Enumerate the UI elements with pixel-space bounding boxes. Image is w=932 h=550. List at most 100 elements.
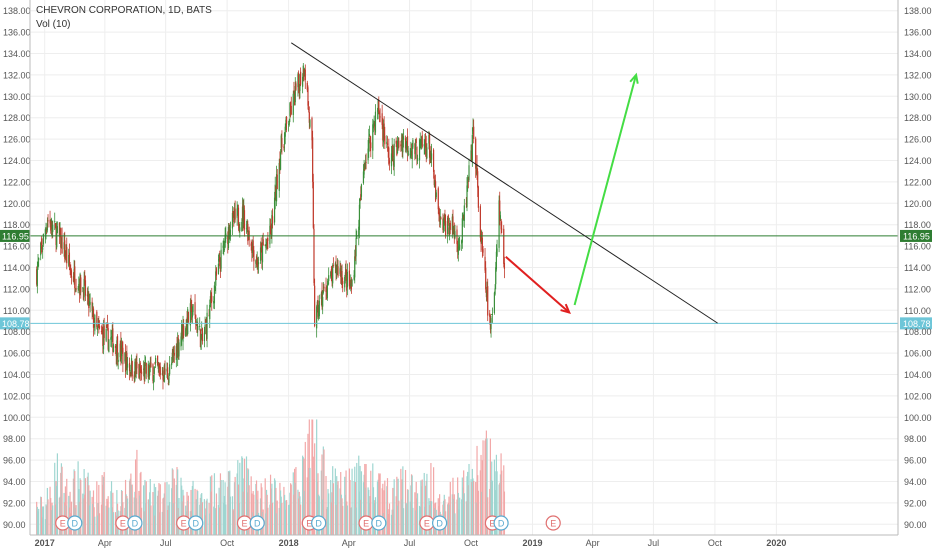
candle-body [201,328,203,342]
candle-body [69,268,71,271]
dividend-marker[interactable] [493,515,509,531]
volume-bar [463,470,465,535]
price-level-label-left: 108.78 [2,319,30,329]
candle-body [397,141,399,143]
candle-body [60,237,63,248]
dividend-marker[interactable] [249,515,265,531]
candle-body [98,321,100,328]
candle-body [395,140,397,144]
candle-body [232,211,234,213]
candle-body [453,228,455,239]
y-tick-label-left: 104.00 [3,370,31,380]
candle-body [494,288,496,295]
candle-body [289,103,291,117]
candle-body [139,362,141,374]
candle-body [316,301,318,308]
candle-body [353,274,355,280]
candle-body [438,212,440,216]
candle-body [350,283,352,287]
dividend-marker[interactable] [432,515,448,531]
event-marker-label: D [376,519,383,529]
candle-body [295,83,297,90]
dividend-marker[interactable] [311,515,327,531]
y-tick-label-right: 100.00 [904,413,932,423]
candle-body [218,259,220,261]
candle-body [302,76,304,87]
candle-body [330,269,332,276]
candle-body [406,137,408,147]
candle-body [429,157,431,161]
volume-bar [80,479,82,535]
candle-body [312,182,314,228]
candle-body [82,291,85,300]
candle-body [273,197,276,223]
volume-bar [211,475,213,535]
y-tick-label-left: 110.00 [3,306,30,316]
volume-bar [200,494,202,535]
volume-bar [477,490,479,535]
dividend-marker[interactable] [371,515,387,531]
y-tick-label-right: 92.00 [904,498,927,508]
candle-body [322,296,324,307]
volume-bar [138,495,141,535]
volume-bar [300,504,302,535]
candle-body [68,252,71,266]
volume-bar [314,443,316,535]
volume-bar [47,499,49,535]
volume-bar [223,502,225,535]
volume-bar [228,471,230,535]
volume-bar [169,502,171,535]
y-tick-label-left: 114.00 [3,263,30,273]
volume-bar [306,477,308,535]
candle-body [64,255,67,258]
volume-bar [334,468,336,535]
candle-body [457,246,459,255]
candle-body [418,139,421,161]
candle-body [288,120,290,125]
candle-body [424,141,426,147]
volume-bar [227,486,229,535]
y-tick-label-left: 106.00 [3,349,31,359]
volume-bar [494,471,496,535]
trendline [290,42,718,324]
candle-body [46,230,48,231]
candle-body [44,229,46,235]
candle-body [284,126,286,137]
volume-bar [414,510,417,535]
volume-bar [152,492,154,535]
volume-bar [358,491,361,535]
volume-bar [503,465,505,535]
volume-bar [260,483,262,535]
candle-body [326,294,328,297]
volume-bar [495,454,498,535]
volume-bar [40,497,42,535]
volume-bar [96,515,99,535]
volume-bar [410,485,412,535]
dividend-marker[interactable] [67,515,83,531]
candle-body [382,125,385,143]
volume-bar [388,514,390,535]
candle-body [396,140,399,154]
dividend-marker[interactable] [188,515,204,531]
candle-body [92,309,94,313]
candle-body [384,135,386,145]
volume-bar [415,481,417,535]
volume-bar [46,505,48,535]
y-tick-label-left: 122.00 [3,177,31,187]
candle-body [493,292,496,314]
candle-body [342,281,344,284]
volume-bar [147,499,149,535]
candle-body [182,325,184,342]
volume-bar [308,419,310,535]
earnings-marker[interactable] [545,515,561,531]
candle-body [433,175,435,186]
dividend-marker[interactable] [127,515,143,531]
volume-bar [98,513,101,535]
candle-body [241,206,244,222]
candle-body [275,187,277,198]
volume-bar [297,489,299,535]
candle-body [86,294,89,297]
candle-body [190,301,192,304]
